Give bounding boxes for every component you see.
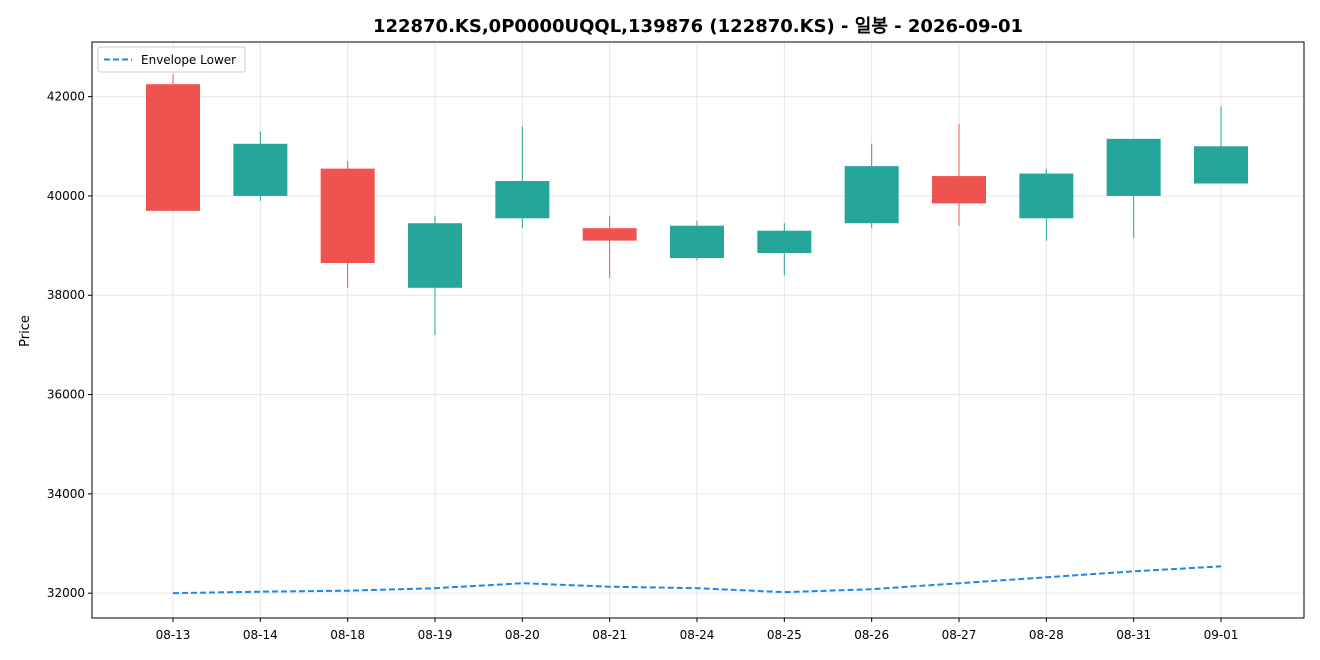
x-tick-label: 08-26 (854, 628, 889, 642)
candle-layer (146, 74, 1248, 335)
candle-body (146, 84, 200, 211)
legend: Envelope Lower (97, 46, 246, 73)
x-tick-label: 09-01 (1204, 628, 1239, 642)
x-tick-label: 08-27 (942, 628, 977, 642)
candle-body (233, 143, 288, 196)
grid-layer (92, 42, 1304, 618)
candle-body (844, 166, 899, 224)
candle-body (757, 230, 812, 254)
chart-title: 122870.KS,0P0000UQQL,139876 (122870.KS) … (373, 16, 1023, 37)
y-tick-label: 38000 (47, 288, 85, 302)
x-tick-label: 08-18 (330, 628, 365, 642)
x-tick-label: 08-13 (156, 628, 191, 642)
candle-body (1106, 138, 1161, 196)
candle-body (670, 225, 724, 258)
candle-body (1019, 173, 1074, 219)
legend-box (97, 46, 246, 73)
x-tick-label: 08-20 (505, 628, 540, 642)
y-axis-label: Price (18, 315, 33, 347)
x-tick-label: 08-31 (1116, 628, 1151, 642)
x-tick-label: 08-19 (418, 628, 453, 642)
x-tick-label: 08-24 (680, 628, 715, 642)
candle-body (408, 223, 462, 288)
x-tick-label: 08-28 (1029, 628, 1064, 642)
y-tick-label: 40000 (47, 189, 85, 203)
envelope-lower-line (172, 565, 1222, 595)
x-tick-label: 08-14 (243, 628, 278, 642)
tick-layer: 32000 34000 36000 38000 40000 42000 08-13 08-14… (47, 90, 1239, 642)
candle-body (320, 168, 375, 263)
legend-label-envelope-lower: Envelope Lower (141, 53, 236, 67)
candle-body (932, 176, 986, 204)
candle-body (582, 228, 637, 241)
x-tick-label: 08-25 (767, 628, 802, 642)
y-tick-label: 42000 (47, 90, 85, 104)
y-tick-label: 32000 (47, 586, 85, 600)
candle-body (495, 181, 550, 219)
y-tick-label: 36000 (47, 388, 85, 402)
plot-frame (91, 41, 1305, 619)
y-tick-label: 34000 (47, 487, 85, 501)
x-tick-label: 08-21 (592, 628, 627, 642)
candle-body (1194, 146, 1248, 184)
envelope-line-layer (172, 565, 1222, 595)
